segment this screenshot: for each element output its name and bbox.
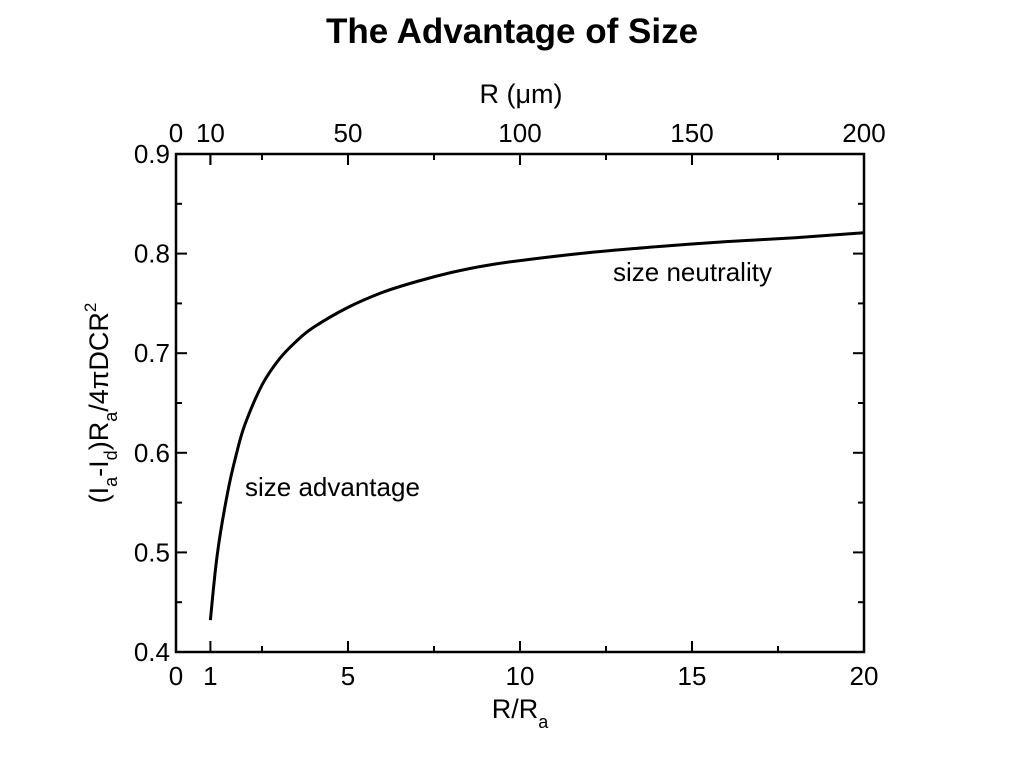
y-tick-label: 0.7 [134,338,170,368]
x2-axis-title: R (μm) [479,79,562,109]
y-tick-label: 0.4 [134,637,170,667]
y-tick-label: 0.9 [134,139,170,169]
x2-tick-label: 200 [842,118,885,148]
labels-layer: 0 1 5 10 15 200 10 50 100 150 2000.40.50.60.70.80.… [134,118,886,691]
annotation-size-neutrality: size neutrality [613,257,772,287]
x-tick-label: 10 [506,661,535,691]
x-tick-label: 1 [203,661,217,691]
series-curve [208,231,865,621]
y-axis-title: (Ia-Id)Ra/4πDCR2 [81,303,121,504]
x-tick-label: 5 [341,661,355,691]
ticks-layer [175,153,865,653]
annotation-size-advantage: size advantage [245,472,420,502]
x-axis-title: R/Ra [492,694,550,732]
x2-tick-label: 150 [670,118,713,148]
x-tick-label: 20 [850,661,879,691]
x2-tick-label: 50 [334,118,363,148]
x2-tick-label: 0 [169,118,183,148]
y-tick-label: 0.6 [134,438,170,468]
y-tick-label: 0.5 [134,537,170,567]
x-tick-label: 0 [169,661,183,691]
slide-title: The Advantage of Size [325,12,699,51]
plot-frame [174,152,866,654]
x2-tick-label: 10 [196,118,225,148]
x2-tick-label: 100 [498,118,541,148]
y-tick-label: 0.8 [134,239,170,269]
x-tick-label: 15 [678,661,707,691]
